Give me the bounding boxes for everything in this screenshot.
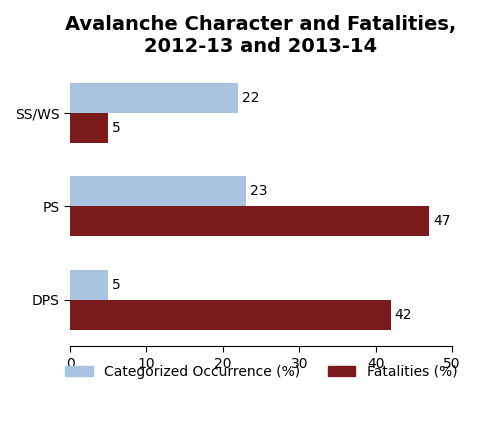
Bar	[70, 206, 429, 236]
Text: 22: 22	[242, 91, 259, 105]
Title: Avalanche Character and Fatalities,
2012-13 and 2013-14: Avalanche Character and Fatalities, 2012…	[66, 15, 456, 56]
Text: 42: 42	[395, 308, 412, 322]
Text: 5: 5	[112, 121, 121, 135]
Text: 5: 5	[112, 278, 121, 292]
Bar	[70, 113, 108, 143]
Bar	[70, 83, 238, 113]
Bar	[70, 176, 246, 206]
Bar	[70, 300, 391, 329]
Text: 23: 23	[250, 184, 267, 198]
Text: 47: 47	[433, 214, 451, 228]
Legend: Categorized Occurrence (%), Fatalities (%): Categorized Occurrence (%), Fatalities (…	[59, 359, 463, 385]
Bar	[70, 270, 108, 300]
